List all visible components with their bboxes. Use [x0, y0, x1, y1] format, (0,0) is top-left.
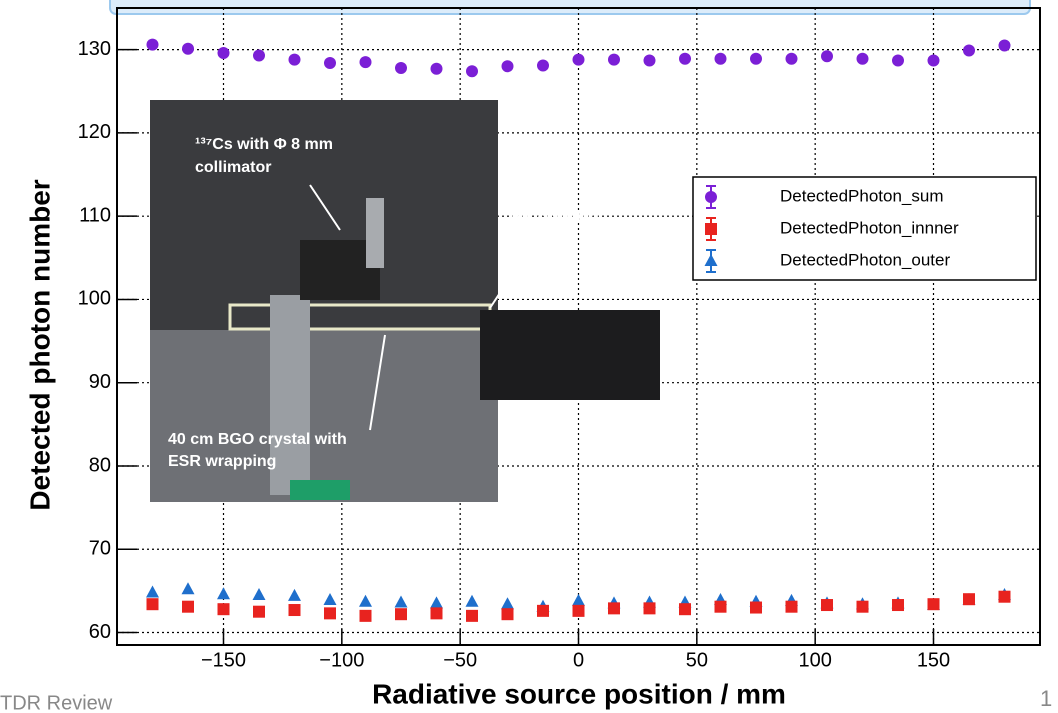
x-tick-label: 0 [573, 649, 584, 671]
x-tick-label: −100 [319, 649, 364, 671]
point [927, 598, 940, 611]
point [856, 52, 869, 65]
point [750, 52, 762, 65]
point [182, 600, 194, 613]
point [501, 60, 514, 73]
point [572, 604, 585, 617]
point [253, 605, 265, 618]
point [359, 609, 372, 622]
point [146, 598, 159, 611]
point [253, 49, 265, 62]
point [395, 608, 407, 621]
point [217, 46, 230, 59]
point [146, 38, 159, 51]
point [821, 50, 833, 63]
y-tick-label: 70 [89, 538, 111, 560]
annotation: 40 cm BGO crystal with [168, 431, 347, 448]
marks [146, 38, 1011, 622]
point [572, 593, 585, 606]
point [537, 604, 549, 617]
legend-label: DetectedPhoton_outer [780, 250, 950, 269]
point [892, 54, 904, 67]
point [501, 597, 514, 610]
point [288, 53, 301, 66]
y-tick-label: 90 [89, 371, 111, 393]
point [182, 42, 194, 55]
point [643, 602, 656, 615]
y-tick-label: 110 [79, 204, 111, 226]
point [394, 595, 408, 608]
annotation: Air-coupled [510, 209, 599, 226]
point [359, 56, 372, 69]
point [146, 585, 159, 598]
x-tick-label: 150 [917, 649, 950, 671]
point [217, 603, 230, 616]
inset-photo [150, 100, 660, 502]
x-axis-label: Radiative source position / mm [372, 678, 786, 709]
point [643, 54, 656, 67]
y-axis-label: Detected photon number [24, 179, 55, 510]
point [963, 593, 975, 606]
point [998, 590, 1011, 603]
point [572, 53, 585, 66]
x-tick-label: −150 [201, 649, 246, 671]
annotation: 6×6 mm² SiPM [510, 231, 619, 248]
point [359, 594, 372, 607]
footer-left: TDR Review [0, 692, 113, 713]
point [181, 582, 195, 595]
title-banner [109, 0, 1031, 15]
point [998, 39, 1011, 52]
x-tick-label: 50 [686, 649, 708, 671]
point [324, 607, 336, 620]
point [679, 52, 691, 65]
point [217, 587, 230, 600]
y-tick-label: 130 [78, 38, 111, 60]
point [892, 599, 904, 612]
page-number: 1 [1040, 686, 1052, 711]
annotation: collimator [195, 159, 271, 176]
legend: DetectedPhoton_sum DetectedPhoton_innner D… [692, 176, 1037, 281]
point [927, 54, 940, 67]
point [785, 52, 798, 65]
point [714, 600, 727, 613]
point [608, 53, 620, 66]
point [501, 608, 514, 621]
legend-label: DetectedPhoton_innner [780, 218, 959, 237]
point [288, 604, 301, 617]
point [750, 601, 762, 614]
point [252, 588, 266, 601]
x-tick-label: 100 [798, 649, 831, 671]
point [324, 56, 336, 69]
legend-marker [705, 223, 717, 235]
point [608, 602, 620, 615]
point [430, 607, 443, 620]
y-tick-label: 120 [78, 121, 111, 143]
point [856, 600, 869, 613]
legend-label: DetectedPhoton_sum [780, 186, 944, 205]
legend-marker [705, 191, 717, 203]
y-tick-label: 60 [89, 621, 111, 643]
point [323, 593, 337, 606]
point [466, 609, 478, 622]
annotation: ¹³⁷Cs with Φ 8 mm [195, 136, 333, 153]
point [679, 603, 691, 616]
point [714, 52, 727, 65]
x-tick-label: −50 [443, 649, 477, 671]
point [430, 596, 443, 609]
point [785, 600, 798, 613]
annotation: ESR wrapping [168, 453, 276, 470]
point [963, 44, 975, 57]
point [430, 62, 443, 75]
legend-marker [704, 254, 718, 266]
point [537, 59, 549, 72]
y-tick-label: 80 [89, 454, 111, 476]
point [288, 588, 301, 601]
point [465, 594, 479, 607]
point [466, 65, 478, 78]
y-tick-label: 100 [78, 288, 111, 310]
point [821, 599, 833, 612]
point [395, 61, 407, 74]
